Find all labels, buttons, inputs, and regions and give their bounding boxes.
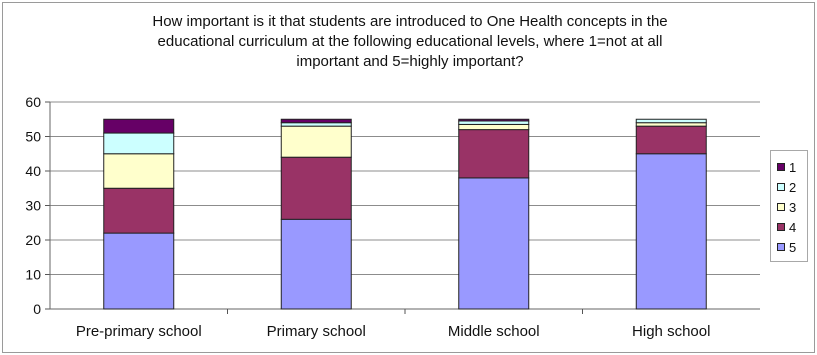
y-tick-label: 40 [25, 163, 41, 179]
bar-segment-2 [280, 122, 352, 127]
legend-label: 3 [789, 199, 797, 215]
bar-segment-3 [103, 153, 175, 189]
bar-segment-4 [103, 187, 175, 234]
legend-swatch [777, 163, 785, 171]
bar-segment-3 [635, 122, 707, 127]
x-tick-label: Middle school [448, 323, 540, 340]
bar-segment-1 [280, 118, 352, 124]
y-tick-label: 50 [25, 129, 41, 145]
chart-legend: 1 2 3 4 5 [770, 150, 808, 262]
bar-segment-4 [458, 129, 530, 179]
legend-item-5: 5 [777, 237, 807, 257]
bar-segment-5 [103, 232, 175, 310]
bar-segment-5 [635, 153, 707, 310]
legend-label: 1 [789, 159, 797, 175]
bar-segment-2 [635, 118, 707, 124]
legend-label: 5 [789, 239, 797, 255]
bar-segment-2 [458, 120, 530, 125]
legend-label: 4 [789, 219, 797, 235]
y-tick-label: 60 [25, 94, 41, 110]
legend-label: 2 [789, 179, 797, 195]
bar-segment-3 [458, 123, 530, 131]
x-tick-label: High school [632, 323, 710, 340]
chart-title-line-2: educational curriculum at the following … [157, 33, 663, 50]
y-tick-label: 20 [25, 232, 41, 248]
legend-item-3: 3 [777, 197, 807, 217]
bar-segment-3 [280, 125, 352, 158]
bar-segment-2 [103, 132, 175, 155]
x-tick-label: Primary school [267, 323, 366, 340]
legend-swatch [777, 243, 785, 251]
legend-item-1: 1 [777, 157, 807, 177]
chart-title-line-3: important and 5=highly important? [296, 53, 524, 70]
bar-segment-4 [635, 125, 707, 155]
y-tick-label: 30 [25, 198, 41, 214]
chart-title: How important is it that students are in… [90, 12, 730, 72]
x-tick-label: Pre-primary school [76, 323, 202, 340]
y-tick-label: 0 [33, 301, 41, 317]
bar-segment-5 [280, 218, 352, 310]
legend-swatch [777, 183, 785, 191]
bar-segment-4 [280, 156, 352, 220]
bar-segment-1 [458, 118, 530, 122]
bar-segment-1 [103, 118, 175, 134]
bar-segment-5 [458, 177, 530, 310]
legend-swatch [777, 223, 785, 231]
chart-title-line-1: How important is it that students are in… [152, 13, 668, 30]
legend-item-4: 4 [777, 217, 807, 237]
legend-swatch [777, 203, 785, 211]
legend-item-2: 2 [777, 177, 807, 197]
y-tick-label: 10 [25, 267, 41, 283]
